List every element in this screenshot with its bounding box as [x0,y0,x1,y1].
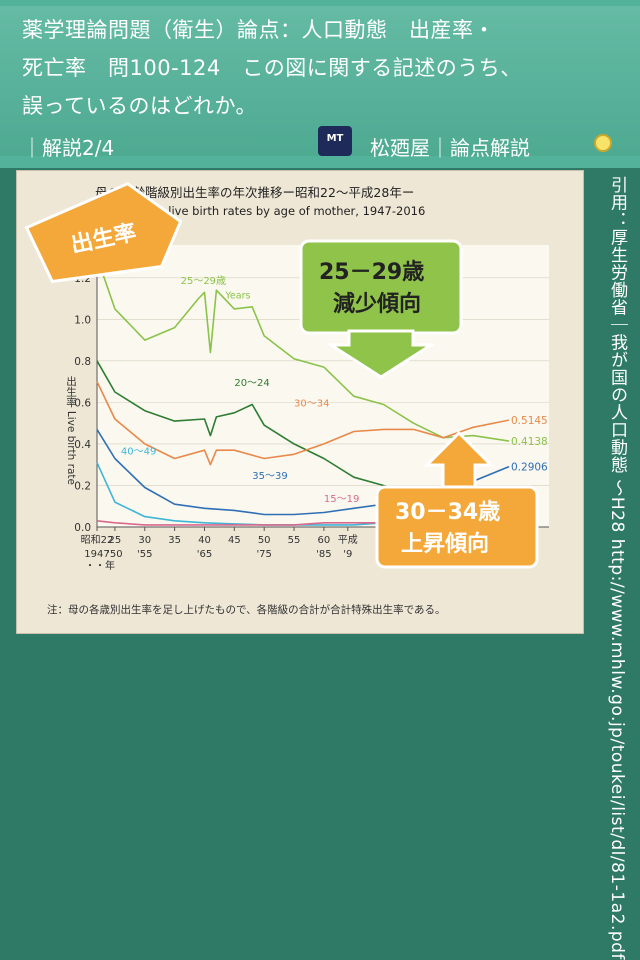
series-line [96,381,510,466]
logo-text: MT [326,133,344,144]
callout-increase: 30－34歳 上昇傾向 [375,430,539,569]
series-name-label: 20～24 [234,378,269,389]
series-name-label: 25～29歳 [181,275,226,287]
chart-axes: 0.00.20.40.60.81.01.2昭和22194725'5030'553… [74,245,549,572]
x-tick-sublabel: 1947 [84,549,109,560]
end-value-label: 0.5145 [511,415,548,427]
x-tick-sublabel: '65 [197,549,212,560]
question-line-2: 死亡率 問100-124 この図に関する記述のうち、 [22,56,522,80]
chart-subtitle: Trends in live birth rates by age of mot… [112,204,425,218]
x-tick-label: 40 [198,535,211,546]
line-chart: 0.00.20.40.60.81.01.2昭和22194725'5030'553… [24,181,549,616]
x-tick-label: 25 [109,535,122,546]
y-tick-label: 0.0 [74,522,91,534]
question-line-3: 誤っているのはどれか。 [22,94,258,118]
chart-labels: 20～24 25～29歳 30～34 35～39 40～49 15～19 Years 0.51… [121,275,548,505]
series-name-label: 15～19 [324,494,359,505]
callout-increase-trend: 上昇傾向 [401,531,489,557]
question-line-1: 薬学理論問題（衛生）論点：人口動態 出産率・ [22,18,495,42]
x-tick-label: 45 [228,535,241,546]
mt-logo-icon: MT [318,126,352,156]
brand-name: 松廼屋｜論点解説 [370,136,530,160]
y-tick-label: 0.6 [74,397,91,409]
x-tick-sublabel: '9 [343,549,352,560]
callout-birth-rate: 出生率 [24,181,183,284]
y-tick-label: 1.0 [74,314,91,326]
header: 薬学理論問題（衛生）論点：人口動態 出産率・ 死亡率 問100-124 この図に… [0,0,640,168]
x-tick-sublabel: '55 [137,549,152,560]
series-name-label: 35～39 [252,471,287,482]
y-tick-label: 0.2 [74,480,91,492]
series-name-label: 30～34 [294,399,329,410]
x-tick-sublabel: '75 [256,549,271,560]
x-tick-label: 60 [318,535,331,546]
end-value-label: 0.4138 [511,436,548,448]
x-tick-label: 昭和22 [81,534,114,546]
citation-text: 引用：厚生労働省｜我が国の人口動態 ～H28 http://www.mhlw.g… [607,176,627,960]
chart-title: 母の年齢階級別出生率の年次推移ー昭和22～平成28年ー [95,185,414,200]
y-axis-label-group: 出生率 Live birth rate [65,375,77,485]
years-unit-label: Years [224,291,250,302]
brand-row: ｜解説2/4 MT 松廼屋｜論点解説 [22,126,622,162]
x-tick-label: 55 [288,535,301,546]
end-value-label: 0.2906 [511,462,548,474]
chart-panel: 0.00.20.40.60.81.01.2昭和22194725'5030'553… [16,170,584,634]
x-tick-label: 35 [168,535,181,546]
x-tick-sublabel: '50 [107,549,122,560]
x-tick-label: 30 [138,535,151,546]
callout-decrease-trend: 減少傾向 [333,291,421,317]
x-axis-label: ・・年 [85,559,115,572]
chart-note: 注：母の各歳別出生率を足し上げたもので、各階級の合計が合計特殊出生率である。 [47,603,445,616]
y-tick-label: 0.4 [74,439,91,451]
callout-decrease-age: 25－29歳 [319,260,424,285]
x-tick-label: 平成 [338,534,358,546]
series-line [96,256,510,442]
y-tick-label: 0.8 [74,356,91,368]
callout-increase-age: 30－34歳 [395,500,500,525]
page-info: ｜解説2/4 [22,136,115,160]
x-tick-label: 50 [258,535,271,546]
series-name-label: 40～49 [121,446,156,457]
smiley-icon [594,134,612,152]
callout-decrease: 25－29歳 減少傾向 [299,239,463,379]
y-axis-label: 出生率 Live birth rate [65,375,77,485]
x-tick-sublabel: '85 [316,549,331,560]
